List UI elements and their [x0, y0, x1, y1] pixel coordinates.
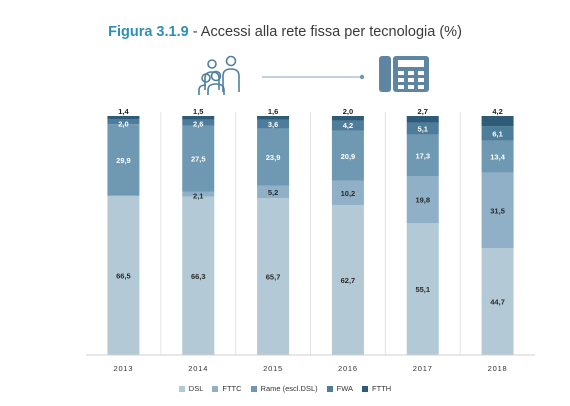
- bar-segment-fttc-2015: [257, 185, 290, 198]
- bar-segment-dsl-2018: [481, 248, 514, 355]
- legend-label: DSL: [188, 384, 204, 393]
- data-label-fttc-2016: 10,2: [341, 189, 356, 198]
- data-label-ftth-2014: 1,5: [193, 107, 203, 116]
- legend-item-dsl: DSL: [178, 384, 204, 393]
- bar-segment-rame-escl-dsl--2013: [107, 124, 140, 196]
- bar-segment-fwa-2018: [481, 126, 514, 141]
- legend-swatch: [362, 385, 369, 392]
- data-label-dsl-2018: 44,7: [490, 298, 505, 307]
- x-tick-label-2015: 2015: [263, 364, 283, 373]
- bar-segment-rame-escl-dsl--2016: [331, 130, 364, 181]
- data-label-rame-escl-dsl--2015: 23,9: [266, 153, 281, 162]
- bar-segment-dsl-2014: [182, 196, 215, 355]
- data-label-dsl-2014: 66,3: [191, 272, 206, 281]
- data-label-ftth-2015: 1,6: [268, 107, 278, 116]
- data-label-rame-escl-dsl--2016: 20,9: [341, 152, 356, 161]
- legend-item-ftth: FTTH: [362, 384, 391, 393]
- header-illustration: [198, 55, 429, 95]
- telephone-icon: [379, 56, 429, 92]
- legend-item-fttc: FTTC: [212, 384, 242, 393]
- bar-segment-fttc-2014: [182, 191, 215, 197]
- legend-label: FTTH: [372, 384, 392, 393]
- data-label-dsl-2016: 62,7: [341, 276, 356, 285]
- bar-segment-fttc-2018: [481, 172, 514, 249]
- data-label-dsl-2015: 65,7: [266, 272, 281, 281]
- legend-swatch: [250, 385, 257, 392]
- chart-title: Figura 3.1.9 - Accessi alla rete fissa p…: [0, 24, 570, 40]
- connector-dot: [359, 74, 365, 80]
- x-tick-label-2016: 2016: [338, 364, 358, 373]
- bar-segment-fwa-2013: [107, 119, 140, 125]
- bar-segment-rame-escl-dsl--2015: [257, 128, 290, 186]
- x-tick-label-2013: 2013: [113, 364, 133, 373]
- data-label-fwa-2013: 2,0: [118, 119, 128, 128]
- x-tick-label-2017: 2017: [413, 364, 433, 373]
- data-label-fwa-2018: 6,1: [492, 129, 502, 138]
- data-label-fttc-2015: 5,2: [268, 188, 278, 197]
- bar-segment-dsl-2015: [257, 197, 290, 355]
- bar-segment-rame-escl-dsl--2018: [481, 140, 514, 173]
- legend-swatch: [212, 385, 219, 392]
- bar-segment-ftth-2017: [406, 116, 439, 123]
- legend-item-rame-escl-dsl-: Rame (escl.DSL): [250, 384, 318, 393]
- legend-swatch: [326, 385, 333, 392]
- data-label-fwa-2014: 2,6: [193, 120, 203, 129]
- data-label-fttc-2017: 19,8: [415, 196, 430, 205]
- data-label-ftth-2018: 4,2: [492, 107, 502, 116]
- legend-label: Rame (escl.DSL): [260, 384, 318, 393]
- bar-segment-fwa-2017: [406, 122, 439, 135]
- people-group-icon: [198, 55, 240, 95]
- bar-segment-ftth-2015: [257, 116, 290, 120]
- data-label-rame-escl-dsl--2017: 17,3: [415, 151, 430, 160]
- bar-segment-ftth-2013: [107, 116, 140, 120]
- legend-label: FTTC: [222, 384, 242, 393]
- data-label-rame-escl-dsl--2018: 13,4: [490, 153, 505, 162]
- data-label-fttc-2018: 31,5: [490, 206, 505, 215]
- bar-segment-ftth-2018: [481, 116, 514, 127]
- bar-segment-dsl-2013: [107, 195, 140, 355]
- title-separator: -: [188, 24, 201, 40]
- data-label-fwa-2017: 5,1: [418, 125, 428, 134]
- legend-swatch: [178, 385, 185, 392]
- bar-segment-dsl-2016: [331, 205, 364, 355]
- bar-segment-ftth-2016: [331, 116, 364, 121]
- legend-label: FWA: [336, 384, 354, 393]
- bar-segment-fwa-2016: [331, 120, 364, 131]
- bar-segment-rame-escl-dsl--2017: [406, 134, 439, 176]
- data-label-dsl-2017: 55,1: [415, 285, 430, 294]
- bar-segment-fwa-2015: [257, 119, 290, 129]
- data-label-fttc-2014: 2,1: [193, 192, 203, 201]
- bar-segment-fttc-2016: [331, 180, 364, 206]
- bar-segment-fttc-2017: [406, 175, 439, 224]
- data-label-fwa-2015: 3,6: [268, 120, 278, 129]
- bar-segment-rame-escl-dsl--2014: [182, 125, 215, 192]
- data-label-fwa-2016: 4,2: [343, 121, 353, 130]
- bar-segment-ftth-2014: [182, 116, 215, 120]
- data-label-dsl-2013: 66,5: [116, 271, 131, 280]
- data-label-ftth-2013: 1,4: [118, 107, 129, 116]
- x-tick-label-2014: 2014: [188, 364, 208, 373]
- data-label-ftth-2017: 2,7: [418, 107, 428, 116]
- title-text: Accessi alla rete fissa per tecnologia (…: [200, 24, 462, 40]
- legend-item-fwa: FWA: [326, 384, 354, 393]
- bar-segment-dsl-2017: [406, 223, 439, 355]
- bar-segment-fwa-2014: [182, 119, 215, 126]
- data-label-ftth-2016: 2,0: [343, 107, 353, 116]
- chart-legend: DSL FTTC Rame (escl.DSL) FWA FTTH: [0, 384, 570, 393]
- data-label-rame-escl-dsl--2013: 29,9: [116, 156, 131, 165]
- data-label-rame-escl-dsl--2014: 27,5: [191, 155, 206, 164]
- x-tick-label-2018: 2018: [488, 364, 508, 373]
- figure-label: Figura 3.1.9: [108, 24, 189, 40]
